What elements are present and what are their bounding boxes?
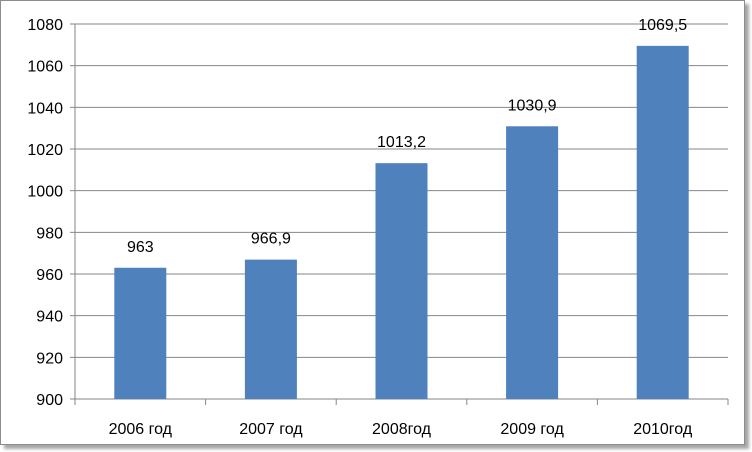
bar xyxy=(114,267,167,399)
y-tick-label: 900 xyxy=(36,392,63,409)
x-tick-label: 2008год xyxy=(372,421,432,438)
y-tick-label: 1040 xyxy=(27,100,63,117)
y-tick-label: 1000 xyxy=(27,184,63,201)
y-tick-label: 920 xyxy=(36,350,63,367)
y-tick-label: 1060 xyxy=(27,59,63,76)
x-tick-label: 2009 год xyxy=(500,421,564,438)
data-labels: 963 966,9 1013,2 1030,9 1069,5 xyxy=(127,17,687,256)
x-tick-label: 2010год xyxy=(633,421,693,438)
bar xyxy=(506,126,559,400)
y-tick-label: 960 xyxy=(36,267,63,284)
gridlines xyxy=(75,23,728,358)
data-label: 1013,2 xyxy=(377,134,426,151)
bars xyxy=(114,45,689,400)
y-tick-label: 1080 xyxy=(27,17,63,34)
y-axis-ticks: 900 920 940 960 980 1000 1020 1040 1060 1080 xyxy=(27,17,75,409)
y-tick-label: 940 xyxy=(36,309,63,326)
bar xyxy=(375,163,428,399)
x-tick-label: 2006 год xyxy=(109,421,173,438)
data-label: 1069,5 xyxy=(638,17,687,34)
data-label: 1030,9 xyxy=(508,97,557,114)
bar xyxy=(636,45,689,399)
x-tick-label: 2007 год xyxy=(239,421,303,438)
data-label: 963 xyxy=(127,239,154,256)
bar xyxy=(244,259,297,399)
y-tick-label: 980 xyxy=(36,225,63,242)
y-tick-label: 1020 xyxy=(27,142,63,159)
data-label: 966,9 xyxy=(251,231,291,248)
x-axis-ticks: 2006 год 2007 год 2008год 2009 год 2010год xyxy=(109,421,693,438)
